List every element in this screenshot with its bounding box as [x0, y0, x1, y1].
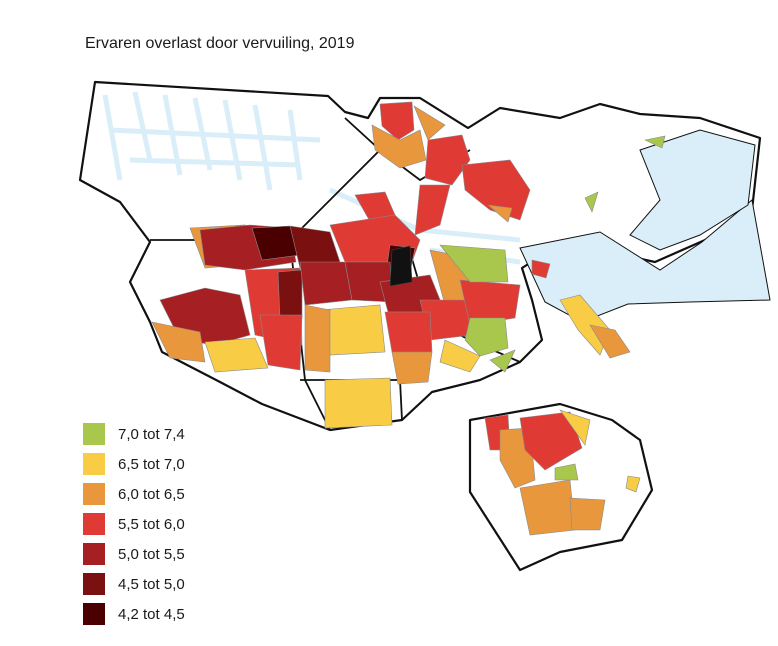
district [531, 259, 551, 279]
district [459, 279, 521, 326]
district [304, 304, 331, 373]
map-title: Ervaren overlast door vervuiling, 2019 [85, 35, 355, 52]
district [589, 324, 631, 359]
district [204, 337, 269, 373]
legend-swatch [83, 453, 105, 475]
legend-swatch [83, 603, 105, 625]
district [439, 339, 481, 373]
district [384, 311, 433, 353]
district [569, 497, 606, 531]
district [277, 269, 303, 319]
district-border [150, 117, 521, 431]
legend-swatch [83, 543, 105, 565]
legend-swatch [83, 483, 105, 505]
district [324, 377, 393, 429]
district [413, 105, 446, 141]
no-data-district [389, 245, 413, 287]
districts [151, 101, 666, 536]
legend-label: 7,0 tot 7,4 [118, 426, 185, 443]
legend-swatch [83, 573, 105, 595]
legend-label: 5,0 tot 5,5 [118, 546, 185, 563]
district [487, 204, 513, 223]
district [644, 135, 666, 149]
district [519, 479, 576, 536]
district [559, 409, 591, 446]
district [414, 184, 451, 236]
district [584, 191, 599, 213]
legend-label: 4,5 tot 5,0 [118, 576, 185, 593]
water [629, 129, 756, 251]
legend-label: 4,2 tot 4,5 [118, 606, 185, 623]
district [391, 351, 433, 385]
district [151, 321, 206, 363]
legend-label: 5,5 tot 6,0 [118, 516, 185, 533]
district [424, 134, 471, 186]
district [489, 349, 516, 373]
legend: 7,0 tot 7,4 6,5 tot 7,0 6,0 tot 6,5 5,5 tot… [83, 423, 185, 625]
district [464, 317, 509, 357]
district [625, 475, 641, 493]
legend-swatch [83, 513, 105, 535]
district [439, 244, 509, 283]
district [299, 261, 353, 306]
legend-label: 6,5 tot 7,0 [118, 456, 185, 473]
legend-swatch [83, 423, 105, 445]
district [554, 463, 579, 481]
district [259, 314, 303, 371]
district [519, 411, 583, 471]
district [379, 101, 415, 141]
canal [102, 91, 321, 191]
district [461, 159, 531, 221]
district [371, 124, 427, 169]
legend-label: 6,0 tot 6,5 [118, 486, 185, 503]
